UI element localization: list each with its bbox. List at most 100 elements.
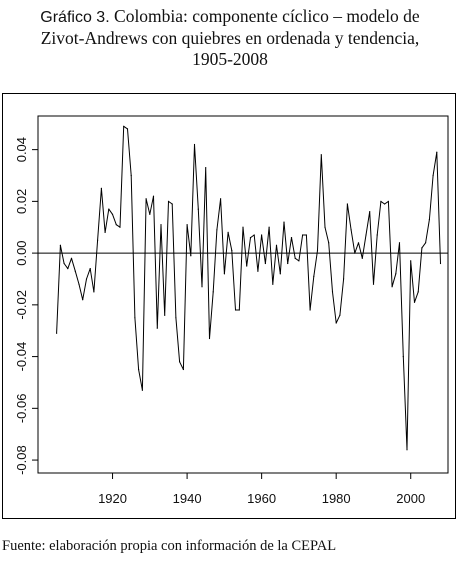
- data-point: [439, 262, 442, 265]
- data-point: [410, 260, 412, 262]
- plot-area: [37, 115, 449, 474]
- y-tick-label: -0.08: [14, 445, 29, 475]
- data-point: [421, 247, 423, 249]
- data-point: [331, 291, 334, 293]
- x-tick-label: 2000: [396, 491, 425, 506]
- data-point: [257, 270, 259, 272]
- data-point: [369, 211, 371, 213]
- data-point: [249, 237, 252, 239]
- data-point: [264, 262, 266, 265]
- data-point: [436, 151, 438, 153]
- data-point: [182, 368, 184, 371]
- y-tick-label: -0.04: [14, 342, 29, 372]
- data-point: [186, 224, 188, 226]
- data-point: [357, 242, 360, 244]
- data-point: [212, 291, 214, 293]
- data-point: [384, 203, 386, 205]
- data-point: [138, 368, 140, 371]
- data-point: [205, 167, 207, 169]
- data-point: [391, 286, 393, 288]
- data-point: [67, 268, 69, 270]
- x-tick-label: 1980: [322, 491, 351, 506]
- data-point: [82, 299, 84, 301]
- x-tick-label: 1940: [173, 491, 202, 506]
- data-point: [220, 198, 222, 200]
- data-point: [164, 314, 166, 316]
- x-tick-label: 1920: [98, 491, 127, 506]
- data-point: [339, 314, 341, 316]
- title-line-1: Colombia: componente cíclico – modelo de: [114, 6, 420, 26]
- data-point: [302, 234, 304, 236]
- data-point: [413, 301, 416, 303]
- data-point: [287, 262, 289, 265]
- y-tick-label: -0.06: [14, 394, 29, 424]
- title-line-2: Zivot-Andrews con quiebres en ordenada y…: [40, 28, 420, 48]
- data-point: [372, 283, 375, 285]
- data-point: [85, 278, 88, 280]
- data-point: [190, 255, 192, 257]
- data-point: [417, 291, 419, 293]
- title-line-3: 1905-2008: [192, 49, 268, 69]
- data-point: [193, 143, 196, 146]
- data-point: [126, 128, 129, 130]
- data-point: [100, 187, 102, 189]
- data-point: [56, 332, 58, 334]
- data-point: [201, 286, 203, 288]
- figure-frame: [2, 93, 456, 519]
- data-point: [234, 309, 237, 311]
- cyclical-component-series-line: [56, 125, 441, 451]
- data-point: [63, 262, 65, 265]
- data-point: [238, 309, 240, 311]
- data-point: [268, 226, 270, 228]
- data-point: [231, 249, 233, 252]
- data-point: [320, 154, 322, 156]
- figure-label: Gráfico 3.: [40, 9, 110, 26]
- data-point: [279, 273, 281, 275]
- data-point: [313, 275, 315, 277]
- data-point: [361, 257, 363, 259]
- data-point: [335, 322, 337, 324]
- data-point: [380, 200, 382, 202]
- data-point: [343, 278, 345, 280]
- data-point: [324, 226, 326, 228]
- data-point: [395, 273, 397, 275]
- data-point: [74, 270, 76, 272]
- data-point: [275, 244, 278, 246]
- data-point: [316, 249, 319, 252]
- y-tick-label: 0.04: [14, 137, 29, 162]
- data-point: [354, 252, 356, 254]
- data-point: [365, 234, 367, 236]
- data-point: [309, 309, 311, 311]
- data-point: [298, 260, 300, 262]
- data-point: [111, 213, 114, 215]
- source-note: Fuente: elaboración propia con informaci…: [2, 538, 337, 554]
- data-point: [93, 291, 95, 293]
- data-point: [149, 213, 151, 215]
- data-point: [242, 226, 244, 228]
- data-point: [387, 200, 389, 202]
- data-point: [70, 257, 73, 259]
- data-point: [398, 242, 401, 244]
- data-point: [115, 224, 117, 226]
- data-point: [346, 203, 348, 205]
- data-point: [141, 389, 143, 391]
- data-point: [78, 283, 80, 285]
- data-point: [167, 200, 170, 202]
- data-point: [130, 174, 132, 177]
- data-point: [152, 195, 155, 197]
- data-point: [406, 449, 408, 451]
- data-point: [59, 244, 62, 246]
- data-point: [104, 231, 106, 233]
- data-point: [425, 242, 427, 244]
- y-tick-label: -0.02: [14, 290, 29, 320]
- data-point: [253, 234, 255, 236]
- data-point: [197, 208, 199, 210]
- data-point: [175, 317, 177, 319]
- data-point: [208, 337, 211, 340]
- data-point: [108, 208, 110, 210]
- data-point: [432, 174, 434, 177]
- data-point: [283, 221, 285, 223]
- data-point: [156, 327, 158, 329]
- data-point: [223, 273, 225, 275]
